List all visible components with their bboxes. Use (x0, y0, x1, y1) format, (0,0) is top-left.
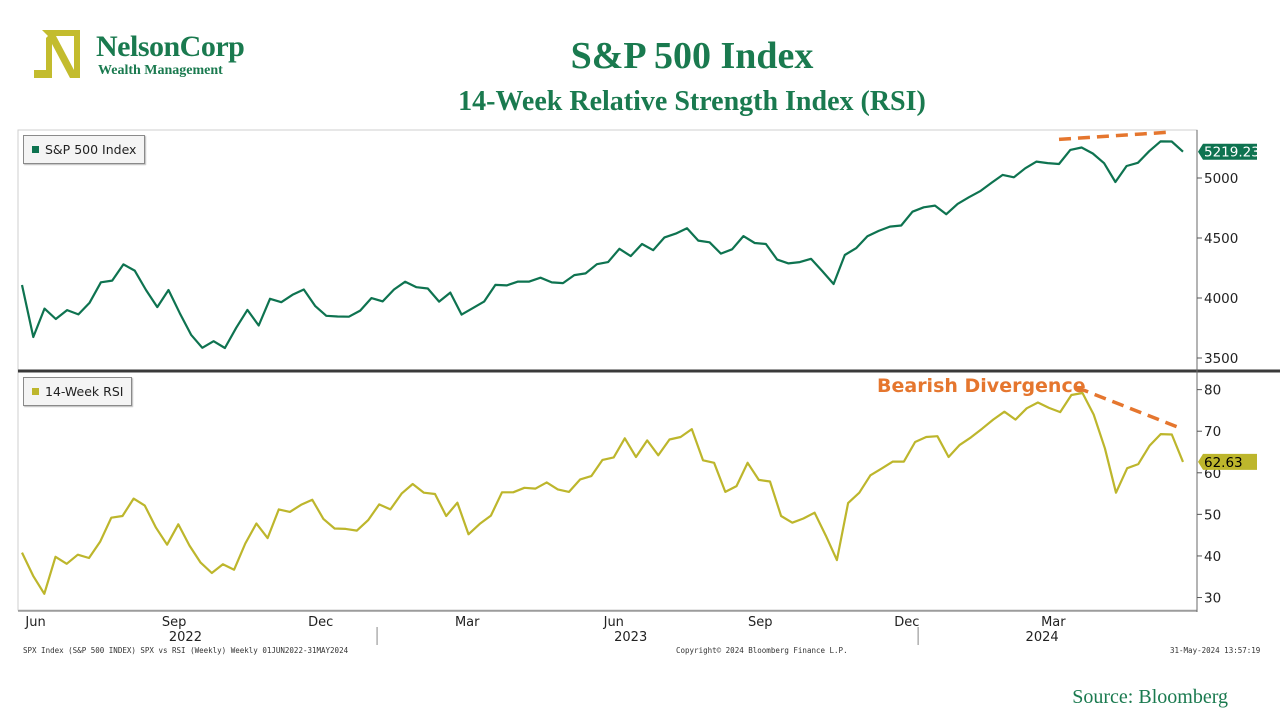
spx-last-value-label: 5219.23 (1204, 145, 1260, 161)
x-tick-label-month: Sep (162, 615, 187, 630)
rsi-y-tick-label: 40 (1204, 549, 1221, 565)
source-note: Source: Bloomberg (1072, 686, 1228, 708)
x-tick-label-month: Mar (1041, 615, 1066, 630)
legend-spx-swatch (32, 146, 39, 153)
rsi-y-tick-label: 80 (1204, 383, 1221, 399)
rsi-divergence-line (1076, 385, 1184, 431)
rsi-y-tick-label: 50 (1204, 507, 1221, 523)
legend-rsi: 14-Week RSI (23, 377, 133, 406)
bearish-divergence-label: Bearish Divergence (877, 375, 1086, 397)
x-tick-label-month: Jun (603, 615, 624, 630)
x-tick-label-year: 2024 (1026, 630, 1059, 645)
spx-series-line (20, 140, 1184, 350)
logo-name: NelsonCorp (96, 30, 245, 63)
rsi-y-tick-label: 70 (1204, 424, 1221, 440)
spx-y-tick-label: 4500 (1204, 231, 1238, 247)
spx-y-tick-label: 4000 (1204, 291, 1238, 307)
nelsoncorp-logo: NelsonCorp Wealth Management (34, 26, 245, 82)
x-tick-label-month: Dec (894, 615, 919, 630)
footer-series-info: SPX Index (S&P 500 INDEX) SPX vs RSI (We… (23, 646, 349, 655)
rsi-last-value-label: 62.63 (1204, 455, 1243, 471)
footer-timestamp: 31-May-2024 13:57:19 (1170, 646, 1261, 655)
x-tick-label-month: Dec (308, 615, 333, 630)
spx-y-tick-label: 3500 (1204, 351, 1238, 367)
rsi-series-line (21, 391, 1185, 595)
footer-copyright: Copyright© 2024 Bloomberg Finance L.P. (676, 646, 848, 655)
x-tick-label-month: Mar (455, 615, 480, 630)
chart-subtitle: 14-Week Relative Strength Index (RSI) (458, 86, 926, 117)
spx-y-tick-label: 5000 (1204, 171, 1238, 187)
rsi-y-tick-label: 30 (1204, 591, 1221, 607)
legend-spx: S&P 500 Index (23, 135, 146, 164)
x-tick-label-year: 2023 (614, 630, 647, 645)
spx-divergence-line (1058, 130, 1167, 142)
legend-rsi-swatch (32, 388, 39, 395)
chart-title: S&P 500 Index (570, 35, 814, 77)
spx-last-value-tag (1198, 143, 1257, 160)
rsi-last-value-tag (1198, 453, 1257, 470)
legend-spx-label: S&P 500 Index (45, 142, 137, 157)
legend-rsi-label: 14-Week RSI (45, 384, 124, 399)
x-tick-label-month: Sep (748, 615, 773, 630)
x-tick-label-year: 2022 (169, 630, 202, 645)
x-tick-label-month: Jun (24, 615, 45, 630)
logo-mark-icon (34, 30, 80, 78)
logo-subtitle: Wealth Management (98, 63, 223, 78)
